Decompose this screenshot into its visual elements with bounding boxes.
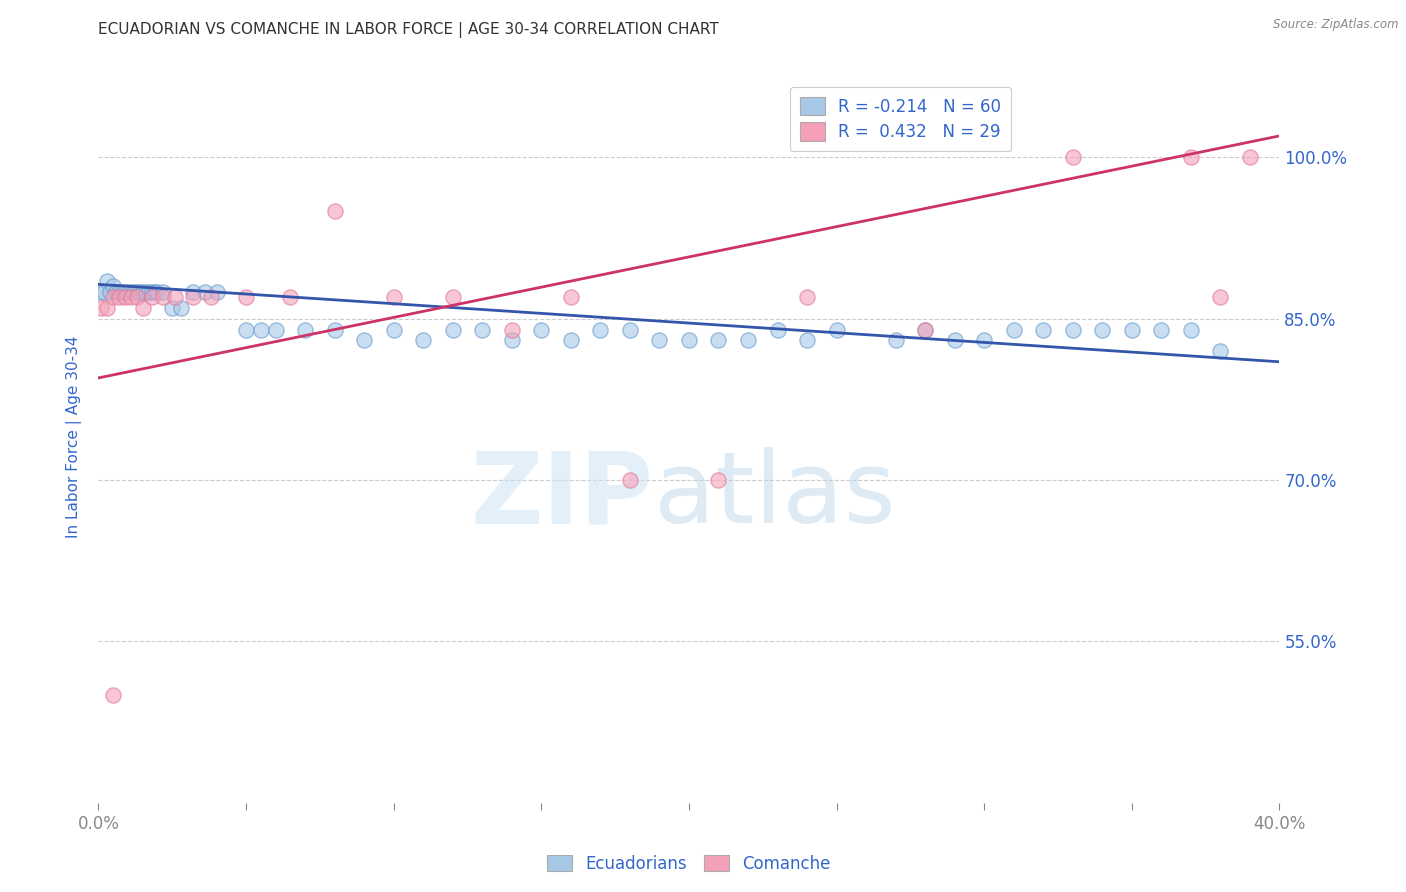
Point: [441, 322, 464, 336]
Point: [117, 285, 139, 299]
Point: [1121, 322, 1143, 336]
Point: [707, 473, 730, 487]
Point: [146, 285, 169, 299]
Point: [165, 290, 187, 304]
Point: [105, 285, 128, 299]
Point: [141, 290, 163, 304]
Point: [501, 322, 523, 336]
Point: [90, 285, 112, 299]
Point: [96, 301, 118, 315]
Point: [278, 290, 302, 304]
Point: [90, 301, 112, 315]
Point: [323, 322, 346, 336]
Legend: R = -0.214   N = 60, R =  0.432   N = 29: R = -0.214 N = 60, R = 0.432 N = 29: [790, 87, 1011, 151]
Point: [98, 285, 121, 299]
Point: [181, 290, 204, 304]
Point: [825, 322, 848, 336]
Text: Source: ZipAtlas.com: Source: ZipAtlas.com: [1274, 18, 1399, 31]
Point: [294, 322, 316, 336]
Point: [103, 279, 125, 293]
Point: [200, 290, 222, 304]
Point: [707, 333, 730, 347]
Point: [530, 322, 553, 336]
Point: [120, 285, 142, 299]
Point: [973, 333, 995, 347]
Point: [114, 285, 136, 299]
Point: [111, 285, 134, 299]
Point: [250, 322, 273, 336]
Point: [382, 290, 405, 304]
Point: [1209, 290, 1232, 304]
Point: [471, 322, 494, 336]
Point: [619, 322, 641, 336]
Point: [103, 290, 125, 304]
Point: [441, 290, 464, 304]
Text: ECUADORIAN VS COMANCHE IN LABOR FORCE | AGE 30-34 CORRELATION CHART: ECUADORIAN VS COMANCHE IN LABOR FORCE | …: [98, 22, 720, 38]
Point: [235, 322, 257, 336]
Point: [1180, 150, 1202, 164]
Point: [589, 322, 612, 336]
Point: [1002, 322, 1025, 336]
Point: [205, 285, 228, 299]
Point: [914, 322, 936, 336]
Point: [1150, 322, 1173, 336]
Point: [737, 333, 759, 347]
Point: [152, 285, 174, 299]
Point: [619, 473, 641, 487]
Point: [132, 285, 155, 299]
Point: [125, 285, 148, 299]
Point: [914, 322, 936, 336]
Point: [141, 285, 163, 299]
Point: [766, 322, 789, 336]
Point: [560, 333, 582, 347]
Point: [152, 290, 174, 304]
Point: [122, 285, 145, 299]
Point: [128, 285, 150, 299]
Point: [1209, 344, 1232, 359]
Text: atlas: atlas: [654, 447, 896, 544]
Point: [108, 290, 131, 304]
Point: [884, 333, 907, 347]
Point: [501, 333, 523, 347]
Point: [648, 333, 671, 347]
Point: [120, 290, 142, 304]
Point: [96, 274, 118, 288]
Point: [132, 301, 155, 315]
Point: [264, 322, 287, 336]
Point: [138, 285, 160, 299]
Point: [1032, 322, 1054, 336]
Point: [1062, 322, 1084, 336]
Point: [135, 285, 157, 299]
Point: [125, 290, 148, 304]
Point: [382, 322, 405, 336]
Point: [114, 290, 136, 304]
Point: [353, 333, 375, 347]
Point: [143, 285, 166, 299]
Point: [1180, 322, 1202, 336]
Point: [796, 290, 818, 304]
Point: [943, 333, 966, 347]
Point: [1091, 322, 1114, 336]
Point: [181, 285, 204, 299]
Point: [194, 285, 217, 299]
Point: [162, 301, 183, 315]
Point: [1239, 150, 1261, 164]
Point: [93, 285, 115, 299]
Point: [323, 204, 346, 219]
Point: [412, 333, 434, 347]
Y-axis label: In Labor Force | Age 30-34: In Labor Force | Age 30-34: [66, 335, 83, 539]
Text: ZIP: ZIP: [471, 447, 654, 544]
Point: [108, 285, 131, 299]
Point: [235, 290, 257, 304]
Point: [1062, 150, 1084, 164]
Point: [170, 301, 193, 315]
Point: [796, 333, 818, 347]
Point: [560, 290, 582, 304]
Point: [678, 333, 700, 347]
Point: [103, 688, 125, 702]
Legend: Ecuadorians, Comanche: Ecuadorians, Comanche: [540, 848, 838, 880]
